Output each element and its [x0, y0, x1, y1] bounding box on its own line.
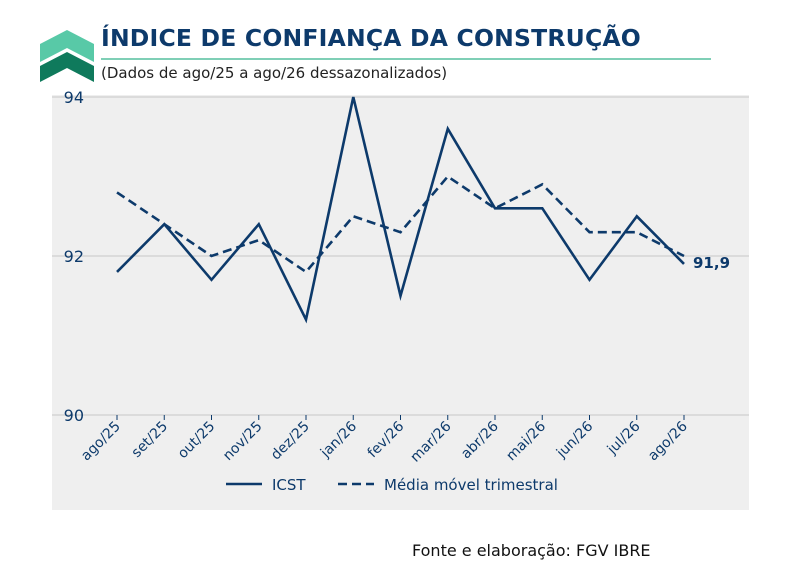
y-tick-label-2: 94: [64, 88, 84, 107]
logo-lower-chevron: [40, 52, 94, 82]
logo-upper-chevron: [40, 30, 94, 62]
legend: ICST Média móvel trimestral: [226, 476, 558, 494]
legend-label-media-movel: Média móvel trimestral: [384, 476, 558, 494]
source-note: Fonte e elaboração: FGV IBRE: [412, 541, 651, 560]
y-tick-label-1: 92: [64, 247, 84, 266]
chart-title: ÍNDICE DE CONFIANÇA DA CONSTRUÇÃO: [101, 24, 641, 52]
series-lines: [116, 96, 685, 324]
legend-label-icst: ICST: [272, 476, 306, 494]
fgv-logo-icon: [40, 30, 94, 82]
end-value-label: 91,9: [693, 254, 730, 272]
y-axis-ticks: 90 92 94: [64, 88, 84, 425]
plot-background: [52, 95, 749, 510]
series-line-0: [116, 96, 685, 324]
title-underline: [101, 58, 711, 60]
chart-subtitle: (Dados de ago/25 a ago/26 dessazonalizad…: [101, 64, 448, 82]
series-line-1: [116, 174, 685, 274]
y-tick-label-0: 90: [64, 406, 84, 425]
